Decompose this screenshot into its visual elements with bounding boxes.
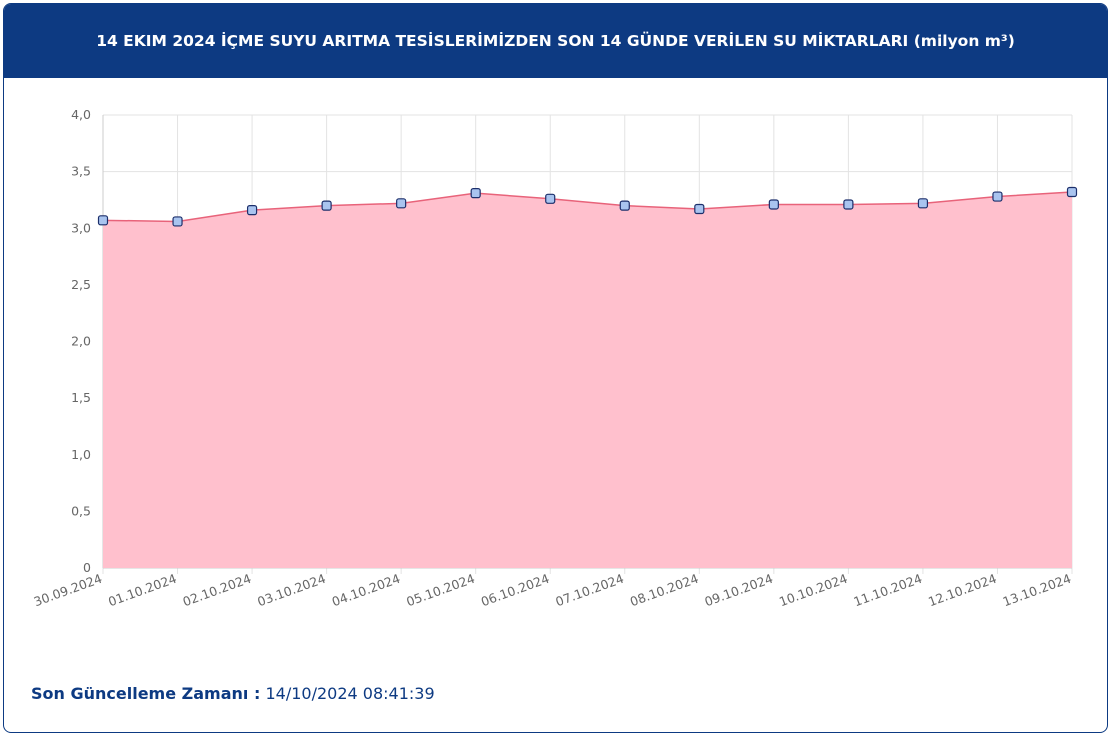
x-tick-label: 07.10.2024 — [553, 571, 625, 610]
point — [172, 216, 183, 227]
x-tick-label: 09.10.2024 — [702, 571, 774, 610]
card: 14 EKIM 2024 İÇME SUYU ARITMA TESİSLERİM… — [3, 3, 1108, 733]
x-tick-label: 02.10.2024 — [181, 571, 253, 610]
update-label: Son Güncelleme Zamanı : — [31, 684, 261, 703]
point — [97, 215, 109, 226]
point — [843, 199, 854, 210]
update-time: 14/10/2024 08:41:39 — [265, 684, 435, 703]
y-tick-label: 1,5 — [71, 390, 91, 405]
point — [545, 193, 556, 204]
point — [694, 203, 705, 215]
footer: Son Güncelleme Zamanı : 14/10/2024 08:41… — [31, 684, 435, 703]
y-tick-label: 2,5 — [71, 277, 91, 292]
line — [102, 191, 1073, 223]
x-tick-label: 13.10.2024 — [1001, 571, 1073, 610]
y-tick-label: 3,0 — [71, 220, 91, 235]
point — [246, 205, 258, 216]
x-tick-label: 12.10.2024 — [926, 571, 998, 610]
y-tick-label: 3,5 — [71, 164, 91, 179]
point — [768, 199, 779, 210]
point — [619, 200, 630, 211]
point — [1066, 186, 1078, 198]
x-tick-label: 08.10.2024 — [628, 571, 700, 610]
point — [470, 188, 481, 199]
x-tick-label: 10.10.2024 — [777, 571, 849, 610]
point — [321, 200, 332, 211]
x-tick-label: 03.10.2024 — [255, 571, 327, 610]
x-tick-label: 06.10.2024 — [479, 571, 551, 610]
point — [396, 198, 407, 209]
x-tick-label: 01.10.2024 — [106, 571, 178, 610]
x-tick-label: 05.10.2024 — [404, 571, 476, 610]
x-tick-label: 04.10.2024 — [330, 571, 402, 610]
y-tick-label: 0,5 — [71, 503, 91, 518]
area — [103, 192, 1072, 568]
y-tick-label: 0 — [83, 560, 91, 575]
chart-title: 14 EKIM 2024 İÇME SUYU ARITMA TESİSLERİM… — [4, 4, 1107, 78]
point — [917, 198, 929, 209]
y-tick-label: 4,0 — [71, 107, 91, 122]
x-tick-label: 30.09.2024 — [32, 571, 104, 610]
y-tick-label: 1,0 — [71, 447, 91, 462]
point — [992, 191, 1003, 202]
y-tick-label: 2,0 — [71, 334, 91, 349]
x-tick-label: 11.10.2024 — [852, 571, 924, 610]
